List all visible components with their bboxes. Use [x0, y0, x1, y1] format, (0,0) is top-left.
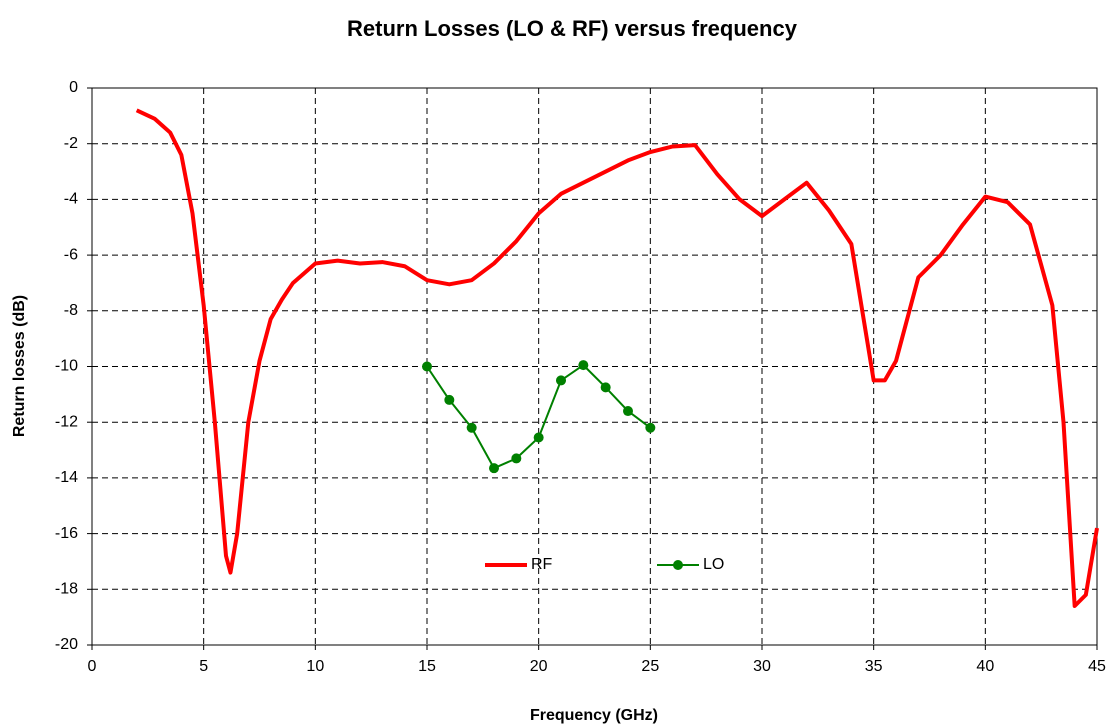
point	[556, 375, 566, 386]
y-tick-label: 0	[69, 79, 78, 96]
point	[578, 360, 589, 371]
x-axis-title: Frequency (GHz)	[530, 707, 658, 724]
point	[511, 453, 522, 464]
point	[623, 406, 633, 417]
legend-marker	[673, 560, 683, 570]
point	[533, 432, 544, 443]
x-tick-label: 30	[753, 658, 771, 675]
point	[466, 422, 477, 433]
y-tick-label: -6	[64, 246, 78, 263]
y-tick-label: -16	[55, 525, 78, 542]
x-tick-label: 0	[88, 658, 97, 675]
point	[645, 422, 656, 433]
point	[600, 382, 611, 393]
y-tick-label: -4	[64, 191, 78, 208]
x-tick-label: 15	[418, 658, 436, 675]
point	[422, 361, 432, 372]
y-axis-title: Return losses (dB)	[11, 295, 28, 437]
x-tick-label: 5	[199, 658, 208, 675]
y-tick-label: -8	[64, 302, 78, 319]
legend-label: LO	[703, 556, 724, 573]
x-tick-label: 10	[306, 658, 324, 675]
y-tick-label: -10	[55, 358, 78, 375]
plot-border	[91, 87, 1098, 646]
y-tick-label: -18	[55, 581, 78, 598]
point	[444, 394, 455, 405]
x-tick-label: 20	[530, 658, 548, 675]
point	[489, 463, 499, 474]
line-0	[135, 108, 1099, 609]
chart-title: Return Losses (LO & RF) versus frequency	[347, 16, 798, 41]
x-tick-label: 45	[1088, 658, 1106, 675]
y-tick-label: -2	[64, 135, 78, 152]
x-tick-label: 40	[976, 658, 994, 675]
y-tick-label: -20	[55, 636, 78, 653]
x-tick-label: 25	[641, 658, 659, 675]
x-tick-label: 35	[865, 658, 883, 675]
legend-label: RF	[531, 556, 553, 573]
y-tick-label: -12	[55, 413, 78, 430]
y-tick-label: -14	[55, 469, 78, 486]
